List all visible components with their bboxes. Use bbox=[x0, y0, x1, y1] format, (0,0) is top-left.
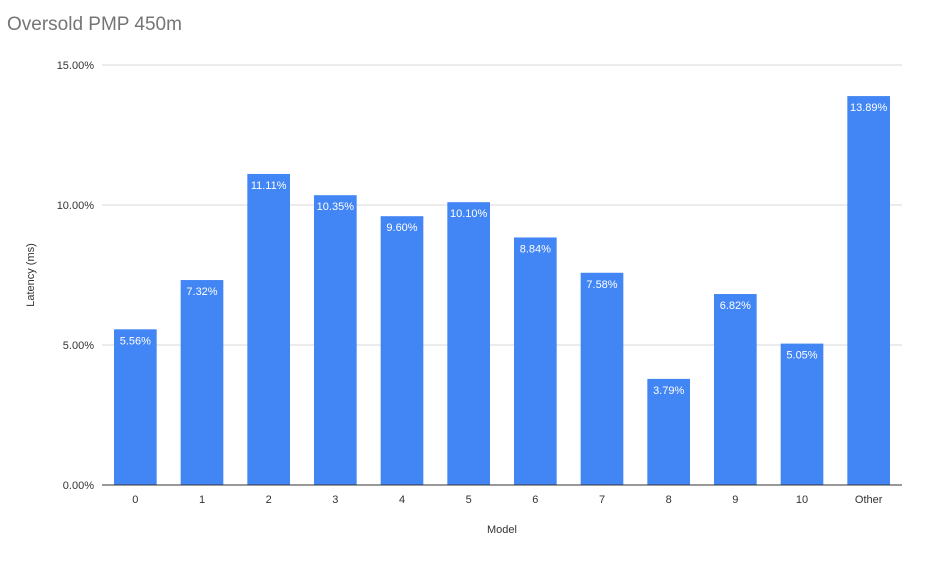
bar bbox=[780, 343, 824, 485]
x-tick-label: 8 bbox=[666, 494, 672, 506]
bar bbox=[514, 237, 557, 485]
x-tick-label: 10 bbox=[796, 494, 808, 506]
bars bbox=[114, 96, 890, 486]
data-labels: 5.56% 7.32% 11.11% 10.35% 9.60% 10.10% 8.84% 7.… bbox=[120, 102, 888, 397]
x-tick-label: 5 bbox=[466, 494, 472, 506]
bar bbox=[714, 294, 757, 485]
data-label: 11.11% bbox=[251, 180, 287, 192]
x-tick-label: 0 bbox=[132, 494, 138, 506]
gridlines bbox=[102, 64, 902, 346]
x-tick-label: 3 bbox=[332, 494, 338, 506]
bar bbox=[847, 96, 890, 485]
x-tick-label: 7 bbox=[599, 494, 605, 506]
data-label: 5.56% bbox=[120, 335, 151, 347]
y-tick-label: 15.00% bbox=[57, 60, 95, 72]
x-tick-label: Other bbox=[855, 494, 883, 506]
bar bbox=[114, 329, 157, 485]
data-label: 5.05% bbox=[786, 350, 817, 362]
x-tick-label: 2 bbox=[266, 494, 272, 506]
x-axis-ticks: 0 1 2 3 4 5 6 7 8 9 10 Other bbox=[132, 494, 882, 506]
data-label: 9.60% bbox=[386, 222, 417, 234]
data-label: 13.89% bbox=[850, 102, 888, 114]
x-tick-label: 9 bbox=[732, 494, 738, 506]
data-label: 8.84% bbox=[520, 243, 551, 255]
y-tick-label: 5.00% bbox=[63, 340, 94, 352]
bar bbox=[647, 378, 690, 485]
data-label: 7.58% bbox=[586, 279, 617, 291]
bar bbox=[180, 280, 224, 485]
bar bbox=[580, 272, 624, 485]
data-label: 6.82% bbox=[720, 300, 751, 312]
y-axis-ticks: 0.00% 5.00% 10.00% 15.00% bbox=[57, 60, 95, 492]
bar bbox=[447, 202, 490, 485]
y-tick-label: 10.00% bbox=[57, 200, 95, 212]
chart-title: Oversold PMP 450m bbox=[7, 14, 182, 35]
y-axis-title: Latency (ms) bbox=[25, 243, 37, 307]
x-tick-label: 1 bbox=[199, 494, 205, 506]
x-tick-label: 6 bbox=[532, 494, 538, 506]
bar bbox=[314, 195, 357, 485]
y-tick-label: 0.00% bbox=[63, 480, 94, 492]
data-label: 7.32% bbox=[186, 286, 217, 298]
x-tick-label: 4 bbox=[399, 494, 405, 506]
data-label: 10.10% bbox=[450, 208, 488, 220]
bar bbox=[380, 216, 424, 485]
bar bbox=[247, 173, 290, 486]
x-axis-title: Model bbox=[487, 524, 517, 536]
data-label: 3.79% bbox=[653, 385, 684, 397]
data-label: 10.35% bbox=[317, 201, 355, 213]
